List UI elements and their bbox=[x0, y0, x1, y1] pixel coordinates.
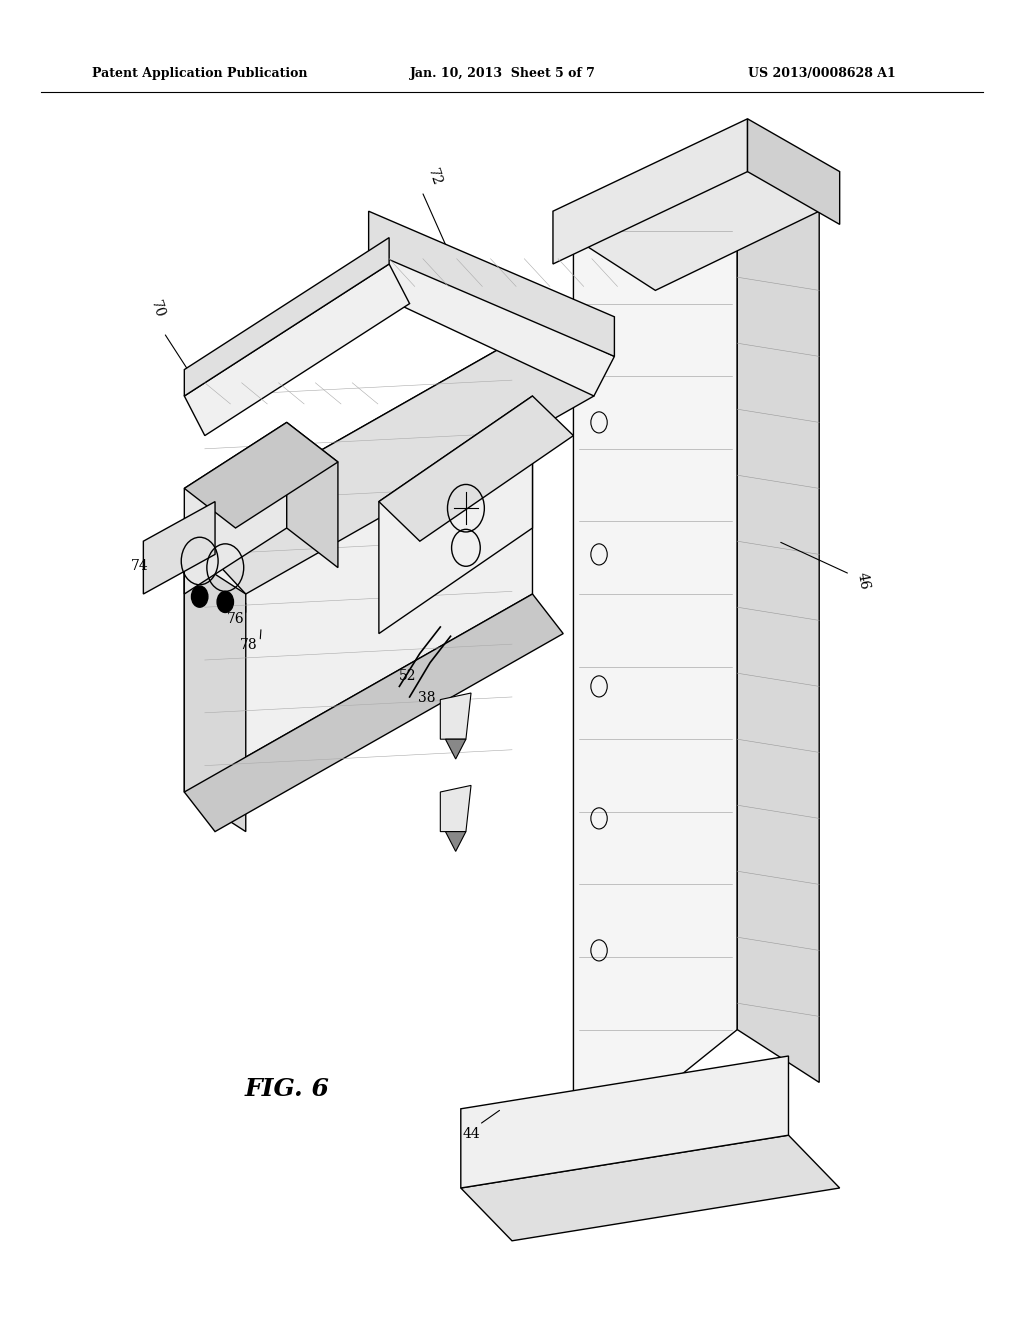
Polygon shape bbox=[573, 158, 819, 290]
Polygon shape bbox=[369, 211, 614, 356]
Polygon shape bbox=[461, 1056, 788, 1188]
Text: 78: 78 bbox=[240, 639, 257, 652]
Text: 72: 72 bbox=[425, 166, 443, 187]
Text: FIG. 6: FIG. 6 bbox=[245, 1077, 329, 1101]
Polygon shape bbox=[184, 330, 532, 792]
Polygon shape bbox=[461, 1135, 840, 1241]
Polygon shape bbox=[379, 396, 532, 634]
Polygon shape bbox=[379, 396, 573, 541]
Polygon shape bbox=[184, 422, 287, 594]
Polygon shape bbox=[143, 502, 215, 594]
Polygon shape bbox=[184, 594, 563, 832]
Text: 70: 70 bbox=[148, 298, 167, 319]
Text: 76: 76 bbox=[227, 612, 245, 626]
Polygon shape bbox=[440, 785, 471, 832]
Text: Patent Application Publication: Patent Application Publication bbox=[92, 67, 307, 81]
Circle shape bbox=[217, 591, 233, 612]
Polygon shape bbox=[445, 832, 466, 851]
Polygon shape bbox=[184, 238, 389, 396]
Text: 52: 52 bbox=[399, 669, 417, 682]
Text: Jan. 10, 2013  Sheet 5 of 7: Jan. 10, 2013 Sheet 5 of 7 bbox=[410, 67, 596, 81]
Polygon shape bbox=[445, 739, 466, 759]
Polygon shape bbox=[440, 693, 471, 739]
Polygon shape bbox=[184, 554, 246, 832]
Text: 44: 44 bbox=[463, 1127, 480, 1140]
Polygon shape bbox=[184, 422, 338, 528]
Polygon shape bbox=[553, 119, 748, 264]
Polygon shape bbox=[737, 158, 819, 1082]
Polygon shape bbox=[748, 119, 840, 224]
Text: US 2013/0008628 A1: US 2013/0008628 A1 bbox=[748, 67, 895, 81]
Polygon shape bbox=[369, 251, 614, 396]
Polygon shape bbox=[287, 422, 338, 568]
Polygon shape bbox=[184, 330, 594, 594]
Text: 46: 46 bbox=[855, 570, 871, 590]
Text: 38: 38 bbox=[418, 692, 435, 705]
Text: 74: 74 bbox=[131, 560, 148, 573]
Polygon shape bbox=[184, 264, 410, 436]
Polygon shape bbox=[573, 158, 737, 1162]
Circle shape bbox=[191, 586, 208, 607]
